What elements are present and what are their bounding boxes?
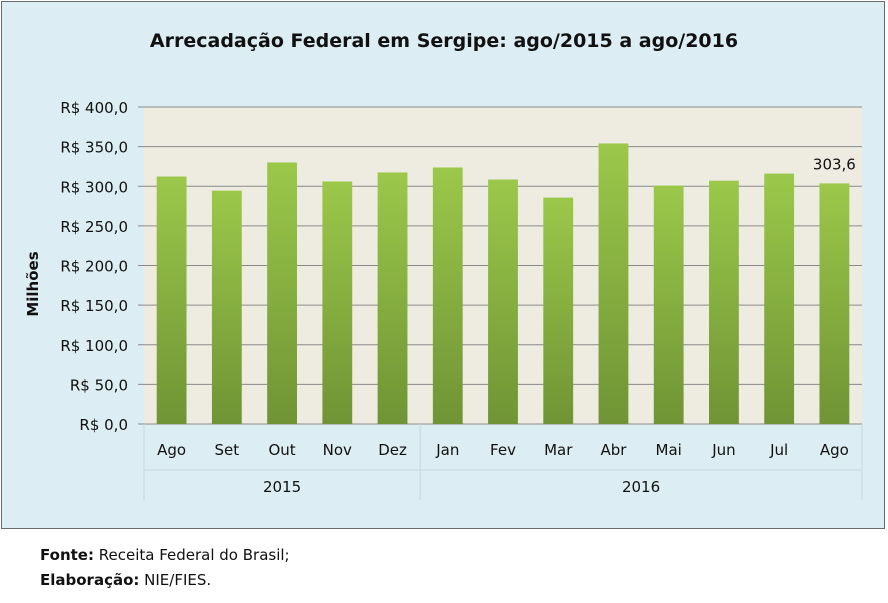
x-tick-label: Jun bbox=[711, 441, 735, 459]
y-tick-label: R$ 300,0 bbox=[60, 178, 128, 196]
x-tick-label: Ago bbox=[157, 441, 186, 459]
credit-text: NIE/FIES. bbox=[139, 571, 212, 589]
group-label: 2015 bbox=[263, 478, 301, 496]
source-line: Fonte: Receita Federal do Brasil; bbox=[40, 543, 290, 568]
y-tick-label: R$ 250,0 bbox=[60, 218, 128, 236]
data-label: 303,6 bbox=[813, 155, 856, 173]
x-tick-label: Set bbox=[215, 441, 240, 459]
x-tick-label: Abr bbox=[600, 441, 627, 459]
bar bbox=[598, 143, 629, 424]
y-tick-label: R$ 200,0 bbox=[60, 258, 128, 276]
y-tick-label: R$ 400,0 bbox=[60, 99, 128, 117]
x-tick-label: Jan bbox=[435, 441, 459, 459]
bar bbox=[488, 179, 518, 424]
source-text: Receita Federal do Brasil; bbox=[93, 546, 290, 564]
x-tick-label: Dez bbox=[378, 441, 407, 459]
x-tick-label: Jul bbox=[769, 441, 788, 459]
bar bbox=[267, 162, 297, 424]
x-tick-label: Out bbox=[268, 441, 295, 459]
bar bbox=[322, 181, 353, 424]
y-tick-label: R$ 100,0 bbox=[60, 337, 128, 355]
bar bbox=[653, 185, 684, 424]
credit-line: Elaboração: NIE/FIES. bbox=[40, 568, 290, 593]
footer: Fonte: Receita Federal do Brasil; Elabor… bbox=[40, 543, 290, 593]
x-tick-label: Nov bbox=[323, 441, 352, 459]
bar-chart: R$ 0,0 R$ 50,0 R$ 100,0 R$ 150,0 R$ 200,0 R$ … bbox=[60, 99, 863, 500]
bar bbox=[211, 190, 242, 424]
bar bbox=[543, 197, 574, 424]
x-tick-label: Ago bbox=[820, 441, 849, 459]
chart-title: Arrecadação Federal em Sergipe: ago/2015… bbox=[149, 30, 739, 52]
credit-label: Elaboração: bbox=[40, 571, 140, 589]
bar bbox=[709, 180, 739, 424]
y-tick-label: R$ 50,0 bbox=[70, 376, 128, 394]
bar bbox=[819, 183, 850, 424]
x-tick-label: Mai bbox=[656, 441, 682, 459]
y-tick-label: R$ 0,0 bbox=[79, 416, 128, 434]
bar bbox=[156, 176, 187, 424]
group-label: 2016 bbox=[622, 478, 660, 496]
bar bbox=[764, 173, 795, 424]
bar bbox=[432, 167, 463, 424]
bar bbox=[377, 172, 408, 424]
x-tick-label: Fev bbox=[490, 441, 516, 459]
x-tick-label: Mar bbox=[544, 441, 573, 459]
y-tick-label: R$ 350,0 bbox=[60, 139, 128, 157]
source-label: Fonte: bbox=[40, 546, 94, 564]
y-tick-label: R$ 150,0 bbox=[60, 297, 128, 315]
